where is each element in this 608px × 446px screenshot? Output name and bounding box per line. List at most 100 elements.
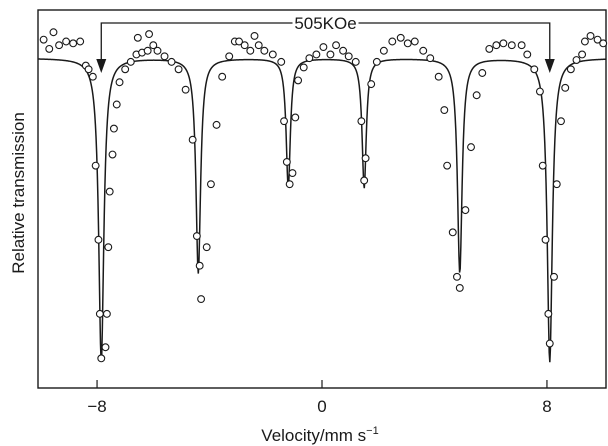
data-point <box>372 57 381 66</box>
data-point <box>517 41 526 50</box>
data-point <box>101 343 110 352</box>
data-point <box>288 169 297 178</box>
data-point <box>84 65 93 74</box>
data-point <box>250 31 259 40</box>
x-tick-label: 0 <box>317 397 326 416</box>
data-point <box>39 35 48 44</box>
data-point <box>192 232 201 241</box>
data-point <box>351 57 360 66</box>
data-point <box>499 39 508 48</box>
data-point <box>455 283 464 292</box>
data-point <box>143 46 152 55</box>
data-point <box>538 161 547 170</box>
data-point <box>332 41 341 50</box>
data-point <box>88 72 97 81</box>
annotation-arrow-left <box>96 59 107 73</box>
fit-curve <box>37 58 607 363</box>
data-point <box>126 57 135 66</box>
data-point <box>599 39 608 48</box>
data-point <box>218 72 227 81</box>
data-point <box>593 35 602 44</box>
data-point <box>410 37 419 46</box>
data-point <box>55 41 64 50</box>
data-point <box>448 228 457 237</box>
data-point <box>285 180 294 189</box>
data-point <box>91 161 100 170</box>
x-axis-ticks: −8 0 8 <box>87 380 552 416</box>
data-point <box>282 157 291 166</box>
annotation-label: 505KOe <box>294 14 356 33</box>
data-point <box>105 187 114 196</box>
data-point <box>62 37 71 46</box>
field-annotation: 505KOe <box>96 12 555 73</box>
data-point <box>195 261 204 270</box>
data-point <box>260 46 269 55</box>
data-point <box>174 65 183 74</box>
data-point <box>312 50 321 59</box>
y-axis-label: Relative transmission <box>9 112 28 274</box>
data-point <box>280 117 288 126</box>
data-point <box>580 37 589 46</box>
data-point <box>277 57 286 66</box>
data-points <box>39 28 608 363</box>
data-point <box>557 117 565 126</box>
data-point <box>552 180 561 189</box>
data-point <box>197 295 206 304</box>
data-point <box>305 54 314 63</box>
data-point <box>45 44 54 53</box>
data-point <box>472 91 481 100</box>
data-point <box>294 76 303 85</box>
data-point <box>97 354 106 363</box>
data-point <box>541 235 550 244</box>
data-point <box>181 85 190 94</box>
data-point <box>426 54 435 63</box>
data-point <box>396 33 405 42</box>
data-point <box>225 52 234 61</box>
data-point <box>461 206 470 215</box>
data-point <box>419 46 428 55</box>
data-point <box>339 46 348 55</box>
x-axis-label-text: Velocity/mm s <box>261 426 366 445</box>
data-point <box>544 309 553 318</box>
data-point <box>112 100 121 109</box>
data-point <box>69 39 78 48</box>
data-point <box>149 41 158 50</box>
data-point <box>133 33 142 42</box>
data-point <box>145 30 154 39</box>
annotation-label-background <box>292 12 359 33</box>
data-point <box>291 113 300 122</box>
data-point <box>188 135 197 144</box>
data-point <box>235 37 244 46</box>
data-point <box>344 52 353 61</box>
data-point <box>530 65 539 74</box>
data-point <box>319 43 328 52</box>
data-point <box>206 180 215 189</box>
data-point <box>453 272 461 281</box>
data-point <box>254 41 263 50</box>
data-point <box>443 161 452 170</box>
x-axis-label-superscript: −1 <box>366 425 379 437</box>
data-point <box>76 37 85 46</box>
data-point <box>160 52 169 61</box>
data-point <box>49 28 58 37</box>
x-tick-label: 8 <box>542 397 551 416</box>
data-point <box>104 243 113 252</box>
data-point <box>403 39 412 48</box>
data-point <box>167 57 176 66</box>
data-point <box>578 50 587 59</box>
data-point <box>440 106 449 115</box>
data-point <box>326 50 335 59</box>
data-point <box>561 83 570 92</box>
data-point <box>566 65 575 74</box>
data-point <box>94 235 103 244</box>
annotation-arrow-right <box>544 59 555 73</box>
data-point <box>361 154 370 163</box>
data-point <box>212 120 221 129</box>
data-point <box>153 46 162 55</box>
data-point <box>109 124 118 133</box>
data-point <box>367 80 376 89</box>
data-point <box>434 72 443 81</box>
data-point <box>586 31 595 40</box>
data-point <box>535 87 544 96</box>
